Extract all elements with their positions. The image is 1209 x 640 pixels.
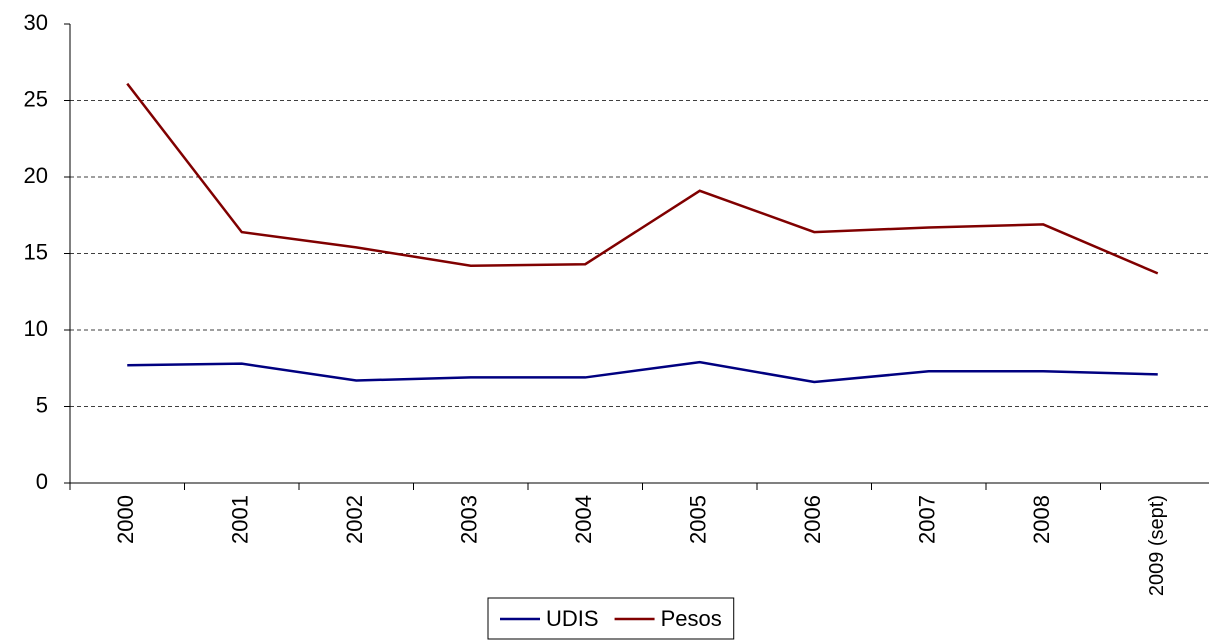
legend: UDIS Pesos <box>487 597 735 640</box>
x-tick-label: 2009 (sept) <box>1146 495 1168 596</box>
y-tick-label: 25 <box>24 86 48 111</box>
x-tick-label: 2003 <box>457 495 482 544</box>
y-tick-label: 5 <box>36 392 48 417</box>
x-tick-label: 2007 <box>915 495 940 544</box>
y-tick-label: 15 <box>24 239 48 264</box>
x-tick-label: 2002 <box>342 495 367 544</box>
x-tick-label: 2005 <box>686 495 711 544</box>
x-tick-label: 2008 <box>1029 495 1054 544</box>
x-tick-label: 2004 <box>571 495 596 544</box>
legend-label: Pesos <box>661 606 722 631</box>
y-tick-label: 10 <box>24 316 48 341</box>
x-tick-label: 2001 <box>228 495 253 544</box>
legend-label: UDIS <box>546 606 599 631</box>
y-tick-label: 20 <box>24 163 48 188</box>
series-line <box>127 360 1158 384</box>
x-tick-label: 2000 <box>113 495 138 544</box>
y-tick-label: 0 <box>36 469 48 494</box>
series-line <box>126 82 1159 275</box>
x-tick-label: 2006 <box>800 495 825 544</box>
y-tick-label: 30 <box>24 10 48 35</box>
